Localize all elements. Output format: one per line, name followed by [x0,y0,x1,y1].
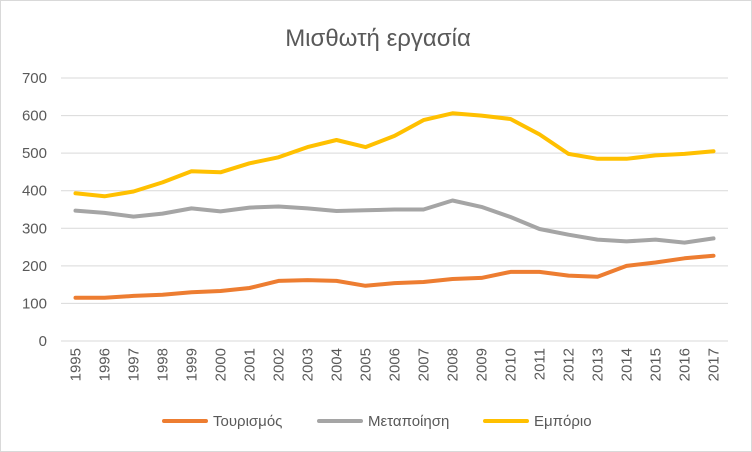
y-tick-label: 0 [39,333,47,350]
x-tick-label: 2008 [445,348,462,381]
x-axis-ticks: 1995 1996 1997 1998 1999 2000 2001 2002 2003 2004… [68,348,723,381]
x-tick-label: 1999 [184,348,201,381]
y-tick-label: 300 [22,220,47,237]
x-tick-label: 2006 [387,348,404,381]
y-axis-ticks: 0 100 200 300 400 500 600 700 [22,70,47,350]
legend-label: Εμπόριο [534,413,592,430]
x-tick-label: 2007 [416,348,433,381]
x-tick-label: 2011 [532,348,549,380]
x-tick-label: 1995 [68,348,85,381]
x-tick-label: 2014 [619,348,636,381]
legend-label: Μεταποίηση [368,413,449,430]
y-tick-label: 400 [22,183,47,200]
y-tick-label: 500 [22,145,47,162]
series-lines [73,111,716,300]
chart-title: Μισθωτή εργασία [285,25,471,52]
x-tick-label: 2016 [677,348,694,381]
x-tick-label: 2015 [648,348,665,381]
x-tick-label: 2004 [329,348,346,381]
x-tick-label: 2000 [213,348,230,381]
x-tick-label: 1998 [155,348,172,381]
x-tick-label: 2009 [474,348,491,381]
y-tick-label: 700 [22,70,47,87]
y-tick-label: 200 [22,258,47,275]
x-tick-label: 2003 [300,348,317,381]
x-tick-label: 2012 [561,348,578,381]
legend-label: Τουρισμός [213,413,282,430]
x-tick-label: 2013 [590,348,607,381]
y-tick-label: 100 [22,295,47,312]
x-tick-label: 1996 [97,348,114,381]
x-tick-label: 2010 [503,348,520,381]
x-tick-label: 2017 [706,348,723,381]
x-tick-label: 2001 [242,348,259,381]
series-line-1 [73,253,716,300]
series-line-2 [73,198,716,245]
x-tick-label: 2005 [358,348,375,381]
series-line-3 [73,111,716,199]
x-tick-label: 1997 [126,348,143,381]
y-tick-label: 600 [22,108,47,125]
gridlines [61,77,728,342]
legend: Τουρισμός Μεταποίηση Εμπόριο [162,413,592,430]
x-tick-label: 2002 [271,348,288,381]
